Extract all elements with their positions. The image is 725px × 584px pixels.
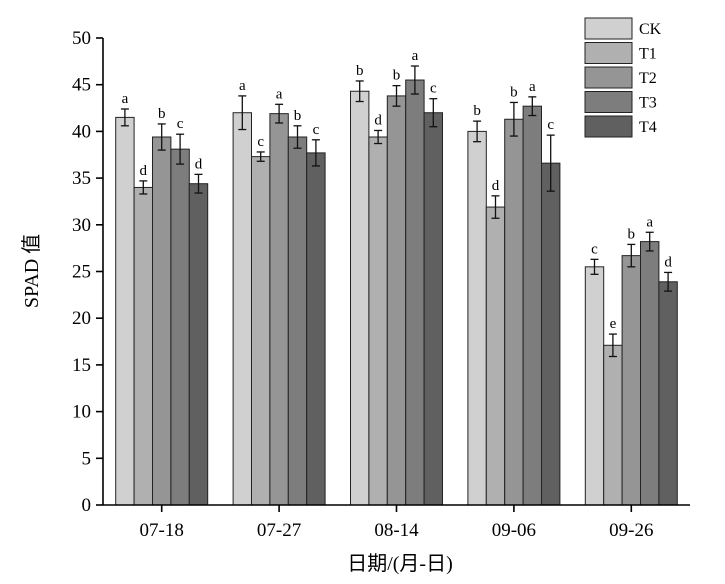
significance-label: d bbox=[374, 112, 382, 128]
bar-t3-09-26 bbox=[640, 241, 660, 506]
y-ticks-layer: 0 5 10 15 20 25 30 35 40 45 50 bbox=[72, 28, 103, 516]
bar-ck-07-18 bbox=[115, 116, 135, 506]
legend-swatch-t3 bbox=[584, 91, 633, 113]
bar-t2-07-18 bbox=[152, 136, 172, 506]
legend-label-t3: T3 bbox=[639, 95, 657, 112]
bar-t3-09-06 bbox=[522, 105, 542, 506]
bar-t1-07-27 bbox=[251, 156, 271, 506]
significance-label: c bbox=[257, 134, 264, 150]
y-tick-label: 0 bbox=[82, 495, 92, 516]
legend: CK T1 T2 T3 T4 bbox=[584, 17, 662, 138]
x-tick-label: 09-26 bbox=[609, 520, 653, 541]
significance-label: b bbox=[356, 63, 364, 79]
error-bars-layer bbox=[120, 65, 673, 358]
significance-label: a bbox=[529, 79, 536, 95]
legend-swatch-t1 bbox=[584, 42, 633, 64]
significance-label: d bbox=[664, 254, 672, 270]
legend-label-t4: T4 bbox=[639, 119, 657, 136]
bars-layer bbox=[115, 79, 678, 506]
y-tick-label: 15 bbox=[72, 355, 91, 376]
bar-t1-09-26 bbox=[603, 344, 623, 506]
bar-t4-08-14 bbox=[423, 112, 444, 506]
significance-label: d bbox=[140, 163, 148, 179]
bar-t4-09-26 bbox=[658, 281, 678, 506]
y-tick-label: 25 bbox=[72, 262, 91, 283]
bar-ck-08-14 bbox=[350, 90, 370, 506]
significance-label: b bbox=[158, 106, 166, 122]
significance-label: c bbox=[177, 116, 184, 132]
significance-label: c bbox=[547, 117, 554, 133]
significance-label: c bbox=[313, 122, 320, 138]
legend-label-t2: T2 bbox=[639, 70, 657, 87]
bar-t1-07-18 bbox=[133, 186, 154, 506]
bar-t4-07-18 bbox=[188, 183, 209, 506]
significance-label: c bbox=[591, 241, 598, 257]
bar-ck-07-27 bbox=[232, 112, 253, 506]
legend-swatch-t4 bbox=[584, 115, 633, 138]
legend-label-t1: T1 bbox=[639, 46, 657, 63]
significance-label: a bbox=[412, 48, 419, 64]
significance-label: a bbox=[239, 78, 246, 94]
y-tick-label: 50 bbox=[72, 28, 91, 49]
x-axis-title: 日期/(月-日) bbox=[347, 553, 453, 575]
bar-t3-08-14 bbox=[405, 79, 425, 506]
significance-label: b bbox=[510, 84, 518, 100]
bar-t2-08-14 bbox=[386, 95, 407, 506]
x-ticks-layer: 07-18 07-27 08-14 09-06 09-26 bbox=[140, 505, 653, 541]
y-tick-label: 10 bbox=[72, 402, 91, 423]
bar-t4-07-27 bbox=[306, 152, 326, 506]
bar-t3-07-27 bbox=[287, 136, 308, 506]
significance-label: b bbox=[393, 68, 401, 84]
bar-t2-09-26 bbox=[621, 255, 641, 506]
bar-t1-08-14 bbox=[368, 136, 388, 506]
significance-label: b bbox=[628, 226, 636, 242]
significance-label: d bbox=[195, 156, 203, 172]
significance-label: e bbox=[610, 316, 617, 332]
x-tick-label: 08-14 bbox=[374, 520, 419, 541]
bar-ck-09-26 bbox=[584, 266, 605, 506]
significance-label: c bbox=[430, 81, 437, 97]
bar-t3-07-18 bbox=[170, 148, 190, 506]
y-axis-title: SPAD 值 bbox=[20, 234, 43, 308]
significance-label: b bbox=[294, 108, 302, 124]
y-tick-label: 5 bbox=[82, 448, 92, 469]
legend-swatch-t2 bbox=[584, 66, 633, 89]
significance-label: a bbox=[646, 214, 653, 230]
x-tick-label: 09-06 bbox=[492, 520, 536, 541]
y-tick-label: 35 bbox=[72, 168, 91, 189]
bar-t2-09-06 bbox=[504, 118, 524, 506]
y-tick-label: 20 bbox=[72, 308, 91, 329]
x-tick-label: 07-27 bbox=[257, 520, 301, 541]
y-tick-label: 40 bbox=[72, 121, 91, 142]
bar-t2-07-27 bbox=[269, 113, 289, 506]
legend-label-ck: CK bbox=[639, 21, 662, 38]
significance-label: b bbox=[473, 103, 481, 119]
significance-label: d bbox=[492, 178, 500, 194]
x-tick-label: 07-18 bbox=[140, 520, 184, 541]
bar-t4-09-06 bbox=[541, 162, 561, 506]
y-tick-label: 30 bbox=[72, 215, 91, 236]
bar-ck-09-06 bbox=[467, 130, 487, 506]
legend-swatch-ck bbox=[584, 17, 633, 40]
y-tick-label: 45 bbox=[72, 75, 91, 96]
bar-t1-09-06 bbox=[485, 206, 506, 506]
significance-label: a bbox=[122, 91, 129, 107]
significance-label: a bbox=[276, 86, 283, 102]
